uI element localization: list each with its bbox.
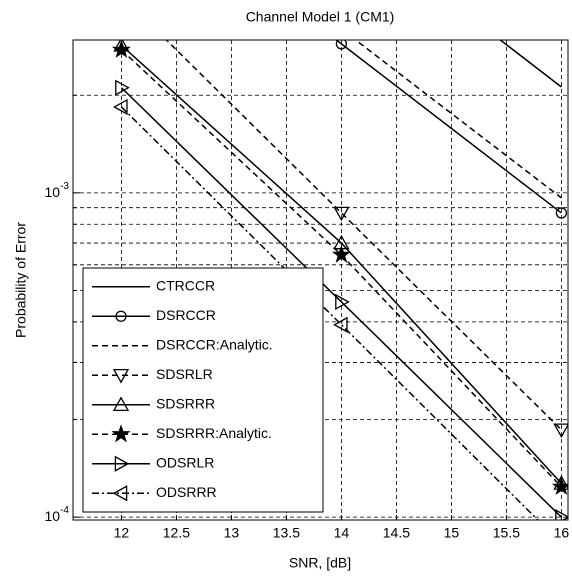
legend-label: DSRCCR:Analytic. (156, 336, 273, 352)
marker (555, 509, 568, 520)
plot-frame (72, 39, 569, 521)
chart-title: Channel Model 1 (CM1) (246, 9, 395, 25)
legend-label: ODSRLR (156, 454, 214, 470)
x-tick-label: 12.5 (163, 525, 190, 541)
x-tick-label: 15.5 (493, 525, 520, 541)
y-tick-label: 10-3 (45, 180, 70, 199)
plot-area (111, 40, 568, 520)
series-line (120, 106, 539, 520)
legend-label: ODSRRR (156, 484, 217, 500)
marker (112, 396, 130, 412)
marker (112, 485, 128, 502)
marker (333, 316, 348, 333)
x-axis-label: SNR, [dB] (289, 555, 351, 571)
marker (113, 98, 128, 116)
legend-box (82, 267, 324, 513)
marker (115, 310, 127, 322)
x-tick-label: 14 (334, 525, 350, 541)
x-tick-label: 16 (554, 525, 570, 541)
x-tick-label: 14.5 (383, 525, 410, 541)
legend: CTRCCR DSRCCR DSRCCR:Analytic. SDSRLR SDSRRR… (82, 267, 324, 513)
legend-label: SDSRLR (156, 366, 213, 382)
legend-label: SDSRRR (156, 395, 215, 411)
marker (112, 368, 130, 384)
x-tick-label: 15 (444, 525, 460, 541)
marker (114, 455, 130, 472)
marker (111, 424, 131, 443)
x-tick-label: 13 (224, 525, 240, 541)
marker (553, 423, 568, 439)
marker (115, 79, 130, 96)
legend-label: DSRCCR (156, 307, 216, 323)
legend-label: CTRCCR (156, 277, 215, 293)
y-tick-label: 10-4 (45, 505, 70, 524)
x-tick-label: 13.5 (273, 525, 300, 541)
y-axis-label: Probability of Error (13, 222, 29, 338)
series-line (354, 40, 562, 199)
marker (335, 293, 350, 311)
x-tick-label: 12 (114, 525, 130, 541)
legend-label: SDSRRR:Analytic. (156, 425, 272, 441)
series-line (165, 40, 562, 431)
